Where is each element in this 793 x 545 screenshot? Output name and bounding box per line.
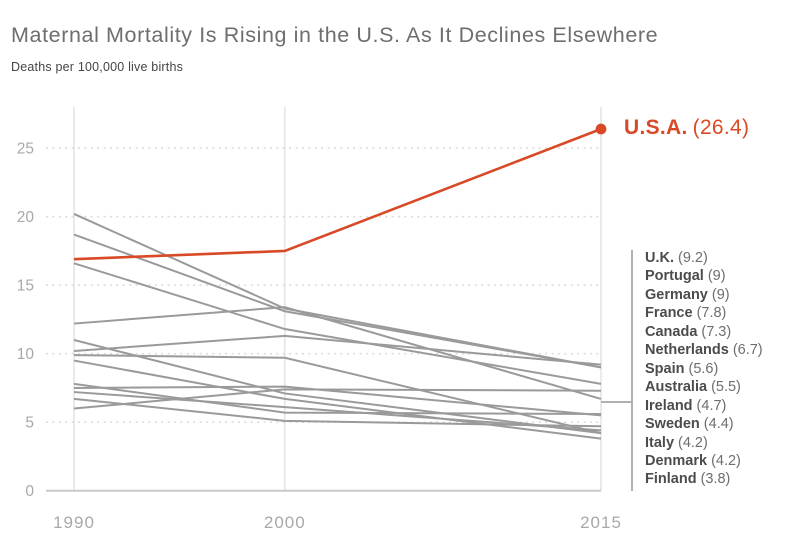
y-tick-label-20: 20	[17, 209, 35, 226]
legend-item-netherlands: Netherlands (6.7)	[645, 341, 763, 359]
y-tick-label-15: 15	[17, 278, 34, 295]
legend-country-name: Canada	[645, 323, 698, 340]
legend-item-france: France (7.8)	[645, 304, 763, 322]
y-tick-label-5: 5	[25, 415, 34, 432]
legend-country-value: (4.2)	[678, 434, 708, 451]
legend-country-value: (5.6)	[688, 360, 719, 377]
legend-item-u-k: U.K. (9.2)	[645, 249, 763, 267]
legend-item-denmark: Denmark (4.2)	[645, 452, 763, 470]
country-legend: U.K. (9.2) Portugal (9) Germany (9) France (7.8…	[645, 249, 763, 489]
series-line-france	[73, 262, 602, 385]
legend-country-name: Sweden	[645, 416, 700, 433]
series-line-u-k	[73, 334, 602, 366]
legend-item-finland: Finland (3.8)	[645, 470, 763, 488]
legend-country-name: Australia	[645, 379, 708, 396]
chart-title: Maternal Mortality Is Rising in the U.S.…	[11, 23, 659, 47]
x-tick-label-2000: 2000	[264, 513, 306, 532]
series-line-denmark	[73, 354, 602, 435]
legend-country-value: (9)	[707, 268, 726, 285]
legend-country-name: Spain	[645, 360, 685, 377]
usa-series-name: U.S.A.	[624, 116, 688, 139]
legend-country-name: Denmark	[645, 452, 708, 469]
series-line-sweden	[73, 391, 602, 432]
legend-country-value: (9.2)	[678, 250, 708, 266]
legend-item-sweden: Sweden (4.4)	[645, 415, 763, 433]
legend-country-value: (3.8)	[700, 471, 731, 488]
legend-country-value: (4.7)	[696, 397, 727, 414]
legend-item-ireland: Ireland (4.7)	[645, 397, 763, 415]
legend-country-value: (7.8)	[696, 305, 727, 322]
legend-country-value: (9)	[711, 286, 730, 303]
legend-country-value: (4.4)	[703, 416, 734, 433]
series-line-canada	[73, 388, 602, 410]
legend-country-name: Netherlands	[645, 342, 729, 359]
legend-country-value: (5.5)	[711, 379, 741, 396]
usa-series-label: U.S.A. (26.4)	[624, 116, 749, 140]
legend-item-canada: Canada (7.3)	[645, 323, 763, 341]
legend-country-name: Ireland	[645, 397, 693, 414]
legend-country-name: Italy	[645, 434, 675, 451]
x-tick-label-1990: 1990	[53, 513, 95, 532]
y-tick-label-0: 0	[25, 483, 34, 500]
usa-series-value: (26.4)	[692, 116, 750, 139]
legend-connector-line	[601, 401, 631, 403]
y-tick-label-10: 10	[17, 346, 35, 363]
legend-country-value: (6.7)	[732, 342, 763, 359]
legend-country-name: France	[645, 305, 693, 322]
series-line-netherlands	[73, 306, 602, 400]
series-line-ireland	[73, 397, 602, 428]
legend-item-spain: Spain (5.6)	[645, 360, 763, 378]
legend-item-italy: Italy (4.2)	[645, 434, 763, 452]
legend-country-name: Finland	[645, 471, 697, 488]
legend-country-name: U.K.	[645, 250, 674, 266]
series-line-australia	[73, 385, 602, 417]
legend-country-name: Germany	[645, 286, 708, 303]
series-line-germany	[73, 233, 602, 369]
chart-subtitle: Deaths per 100,000 live births	[11, 60, 184, 74]
legend-item-germany: Germany (9)	[645, 286, 763, 304]
legend-item-australia: Australia (5.5)	[645, 378, 763, 396]
legend-bracket-bar	[631, 250, 633, 491]
legend-country-value: (7.3)	[701, 323, 732, 340]
x-tick-label-2015: 2015	[580, 513, 622, 532]
series-line-usa	[73, 127, 602, 261]
series-line-spain	[73, 382, 602, 415]
legend-item-portugal: Portugal (9)	[645, 267, 763, 285]
legend-country-value: (4.2)	[711, 452, 741, 469]
legend-country-name: Portugal	[645, 268, 704, 285]
usa-endpoint-dot	[595, 123, 607, 135]
series-line-italy	[73, 339, 602, 435]
y-tick-label-25: 25	[17, 141, 34, 158]
